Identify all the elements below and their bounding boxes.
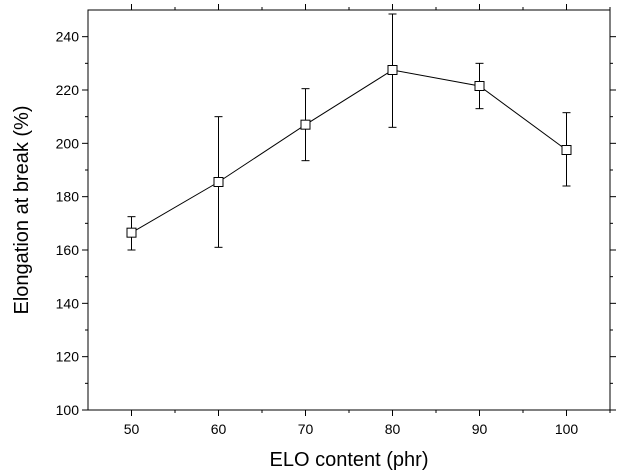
series-line (131, 69, 567, 234)
y-tick-label: 100 (56, 402, 80, 418)
y-tick-label: 200 (56, 135, 80, 151)
x-tick-label: 70 (298, 421, 314, 437)
y-axis: 100 120 140 160 180 200 220 240 (56, 29, 616, 418)
y-tick-label: 180 (56, 189, 80, 205)
data-point (213, 177, 224, 187)
x-tick-label: 90 (472, 421, 488, 437)
x-tick-label: 50 (124, 421, 140, 437)
data-point (126, 227, 137, 238)
x-tick-label: 60 (211, 421, 227, 437)
y-tick-label: 160 (56, 242, 80, 258)
x-axis: 50 60 70 80 90 100 (124, 4, 611, 437)
x-tick-label: 80 (385, 421, 401, 437)
data-point (474, 81, 485, 91)
series-group (126, 13, 572, 251)
y-axis-title: Elongation at break (%) (11, 105, 33, 314)
y-tick-label: 220 (56, 82, 80, 98)
y-tick-label: 240 (56, 29, 80, 45)
y-tick-label: 140 (56, 295, 80, 311)
data-point (387, 65, 398, 75)
data-point (561, 145, 572, 155)
x-axis-title: ELO content (phr) (270, 449, 429, 471)
x-tick-label: 100 (555, 421, 579, 437)
data-point (300, 119, 311, 130)
plot-frame (87, 9, 611, 411)
y-tick-label: 120 (56, 349, 80, 365)
